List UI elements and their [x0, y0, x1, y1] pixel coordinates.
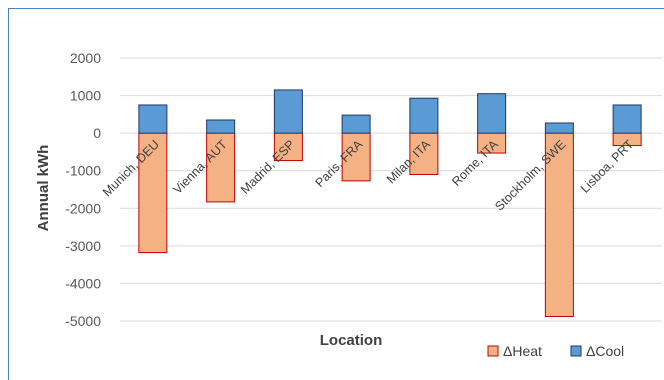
bar-cool [138, 104, 168, 134]
bar-heat [341, 132, 371, 182]
y-tick-label: -4000 [65, 275, 101, 291]
y-tick-labels: 2000 1000 0 -1000 -2000 -3000 -4000 -5000 [65, 50, 101, 329]
bar-cool [477, 93, 507, 134]
category-label: Rome, ITA [449, 137, 501, 189]
y-tick-label: -3000 [65, 238, 101, 254]
y-tick-label: -1000 [65, 163, 101, 179]
y-tick-label: -2000 [65, 200, 101, 216]
legend-swatch [570, 345, 582, 357]
x-axis-title: Location [320, 332, 383, 349]
chart-frame [8, 8, 664, 380]
y-axis-title: Annual kWh [35, 145, 52, 232]
bar-heat [409, 132, 439, 175]
bar-heat [544, 132, 574, 317]
bar-cool [544, 122, 574, 134]
bar-cool [341, 114, 371, 134]
y-tick-label: -5000 [65, 313, 101, 329]
legend-label: ΔHeat [503, 343, 542, 359]
legend-label: ΔCool [586, 343, 624, 359]
legend: ΔHeat ΔCool [487, 343, 624, 359]
bar-cool [273, 89, 303, 134]
y-tick-label: 1000 [70, 88, 101, 104]
bar-cool [206, 119, 236, 134]
bars [138, 89, 642, 317]
bar-cool [409, 97, 439, 134]
bar-cool [612, 104, 642, 134]
y-tick-label: 0 [93, 125, 101, 141]
y-tick-label: 2000 [70, 50, 101, 66]
category-label: Lisboa, PRT [578, 137, 637, 196]
category-label: Madrid, ESP [238, 137, 298, 197]
legend-swatch [487, 345, 499, 357]
bar-heat [206, 132, 236, 203]
